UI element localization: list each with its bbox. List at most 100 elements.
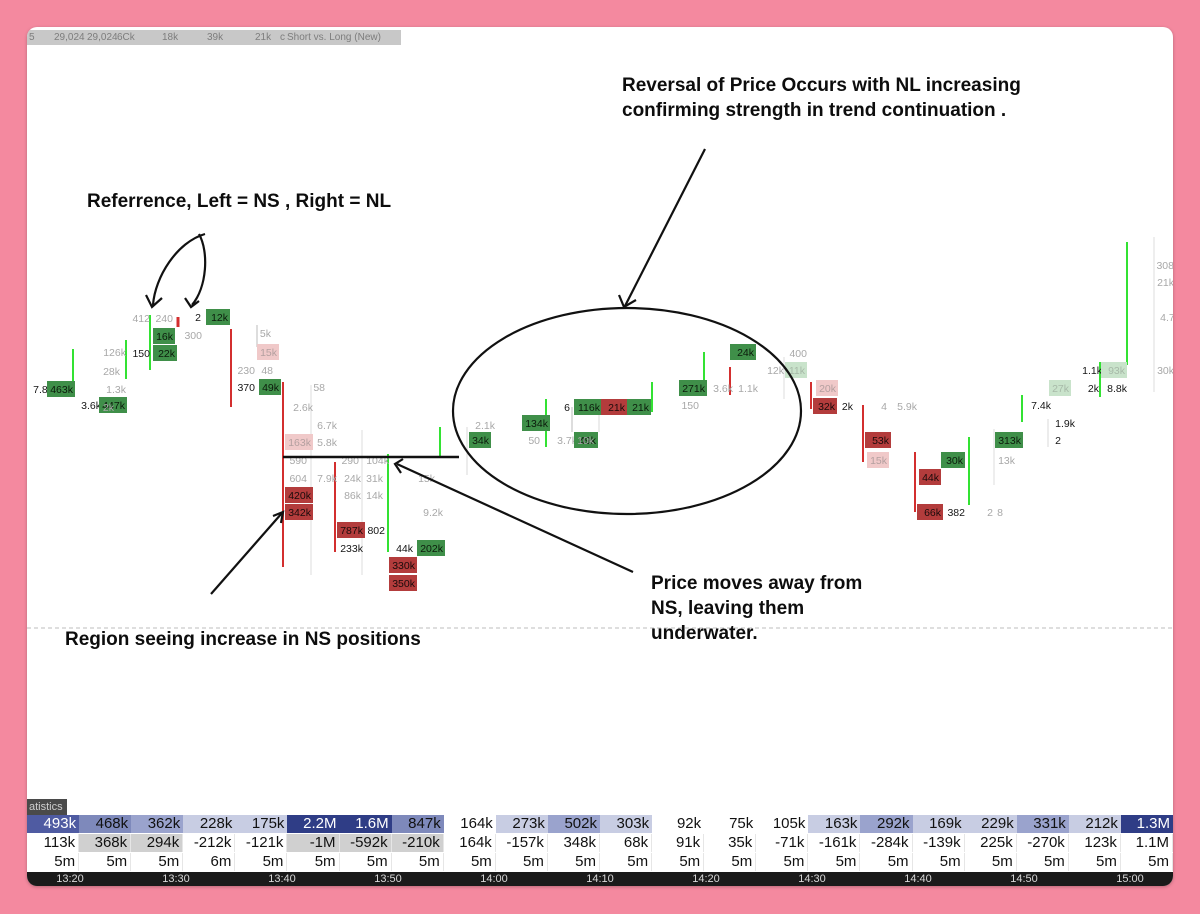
footprint-cell-box (259, 379, 281, 395)
footprint-cell-value: 116k (578, 402, 601, 414)
footprint-cell-value: 802 (367, 525, 385, 537)
footprint-cell-value: 8 (997, 507, 1003, 519)
header-item: 5 (29, 32, 35, 43)
footprint-cell-box (816, 380, 838, 396)
footprint-cell-value: 104k (366, 455, 390, 467)
annotation-price-moves: Price moves away from NS, leaving them u… (651, 571, 862, 646)
footprint-cell-value: 150 (132, 348, 150, 360)
header-item: c (280, 32, 285, 43)
header-item: 29,024 (54, 32, 85, 43)
stats-cell: 5m (27, 853, 80, 871)
footprint-cell-value: 1.1k (738, 383, 759, 395)
stats-cell: 5m (1068, 853, 1121, 871)
stats-cell: 5m (443, 853, 496, 871)
annotation-reversal-line2: confirming strength in trend continuatio… (622, 100, 1007, 121)
stats-cell: 2.2M (287, 815, 340, 833)
stats-cell: -121k (235, 834, 288, 852)
time-tick: 15:00 (1116, 873, 1144, 885)
stats-cell: 847k (391, 815, 444, 833)
footprint-cell-value: 342k (288, 507, 312, 519)
footprint-cell-value: 5.8k (317, 437, 338, 449)
footprint-cell-value: 50 (528, 435, 540, 447)
stats-cell: 5m (131, 853, 184, 871)
footprint-cell-value: 2.1k (475, 420, 496, 432)
footprint-cell-box (919, 469, 941, 485)
footprint-cell-value: 382 (947, 507, 965, 519)
stats-cell: -212k (183, 834, 236, 852)
annotation-reversal-line1: Reversal of Price Occurs with NL increas… (622, 75, 1021, 96)
footprint-cell-value: 447k (102, 400, 126, 412)
footprint-cell-value: 400 (789, 348, 807, 360)
footprint-cell-value: 16k (156, 331, 174, 343)
footprint-cell-value: 6 (564, 402, 570, 414)
footprint-cell-box (206, 309, 230, 325)
time-tick: 14:40 (904, 873, 932, 885)
footprint-cell-box (285, 504, 313, 520)
stats-cell: 5m (235, 853, 288, 871)
footprint-cell-box (865, 432, 891, 448)
footprint-cell-box (941, 452, 965, 468)
footprint-cell-value: 350k (392, 578, 416, 590)
footprint-cell-value: 126k (103, 347, 127, 359)
header-item: 39k (207, 32, 224, 43)
footprint-cell-value: 2 (1055, 435, 1061, 447)
stats-cell: 1.1M (1120, 834, 1173, 852)
footprint-cell-box (813, 398, 837, 414)
footprint-cell-box (285, 487, 313, 503)
footprint-cell-value: 15k (870, 455, 888, 467)
footprint-cell-value: 370 (237, 382, 255, 394)
footprint-cell-box (99, 397, 127, 413)
footprint-cell-value: 30k (946, 455, 964, 467)
stats-cell: -139k (912, 834, 965, 852)
stats-cell: 5m (600, 853, 653, 871)
footprint-cell-value: 463k (50, 384, 74, 396)
footprint-cell-value: 13k (998, 455, 1016, 467)
footprint-cell-box (389, 575, 417, 591)
footprint-cell-value: 58 (313, 382, 325, 394)
footprint-cell-value: 5k (260, 328, 272, 340)
footprint-cell-value: 15k (260, 347, 278, 359)
header-item: 29,024 (87, 32, 118, 43)
stats-cell: 493k (27, 815, 80, 833)
stats-cell: -284k (860, 834, 913, 852)
footprint-cell-value: 34k (472, 435, 490, 447)
stats-cell: 1.3M (1120, 815, 1173, 833)
stats-cell: 5m (287, 853, 340, 871)
stats-cell: 105k (756, 815, 809, 833)
statistics-label: atistics (27, 799, 67, 815)
footprint-cell-value: 7.9k (317, 473, 338, 485)
time-tick: 13:40 (268, 873, 296, 885)
footprint-cell-value: 86k (344, 490, 362, 502)
stats-cell: 1.6M (339, 815, 392, 833)
stats-cell: 294k (131, 834, 184, 852)
stats-cell: 5m (1016, 853, 1069, 871)
stats-cell: 5m (391, 853, 444, 871)
footprint-cell-box (917, 504, 943, 520)
footprint-cell-value: 240 (155, 313, 173, 325)
annotation-reversal: Reversal of Price Occurs with NL increas… (622, 73, 1021, 123)
footprint-cell-value: 10k (577, 435, 595, 447)
stats-cell: 75k (704, 815, 757, 833)
stats-cell: 228k (183, 815, 236, 833)
footprint-cell-box (867, 452, 889, 468)
stats-cell: 273k (495, 815, 548, 833)
footprint-cell-box (1049, 380, 1071, 396)
footprint-cell-value: 20k (819, 383, 837, 395)
time-axis: 13:20 13:30 13:40 13:50 14:00 14:10 14:20 14:30… (27, 872, 1173, 886)
footprint-cell-value: 15k (418, 473, 436, 485)
time-tick: 14:10 (586, 873, 614, 885)
footprint-cell-value: 1.3k (106, 384, 127, 396)
annotation-price-moves-line3: underwater. (651, 623, 758, 644)
footprint-cell-value: 12k (767, 365, 785, 377)
footprint-cell-value: 420k (288, 490, 312, 502)
footprint-cell-value: 66k (924, 507, 942, 519)
stats-cell: 163k (808, 815, 861, 833)
footprint-cell-box (337, 522, 365, 538)
footprint-cell-value: 233k (340, 543, 364, 555)
stats-cell: 123k (1068, 834, 1121, 852)
stats-cell: 368k (79, 834, 132, 852)
footprint-cell-value: 300 (184, 330, 202, 342)
stats-cell: 5m (79, 853, 132, 871)
stats-cell: 502k (547, 815, 600, 833)
stats-cell: 113k (27, 834, 80, 852)
